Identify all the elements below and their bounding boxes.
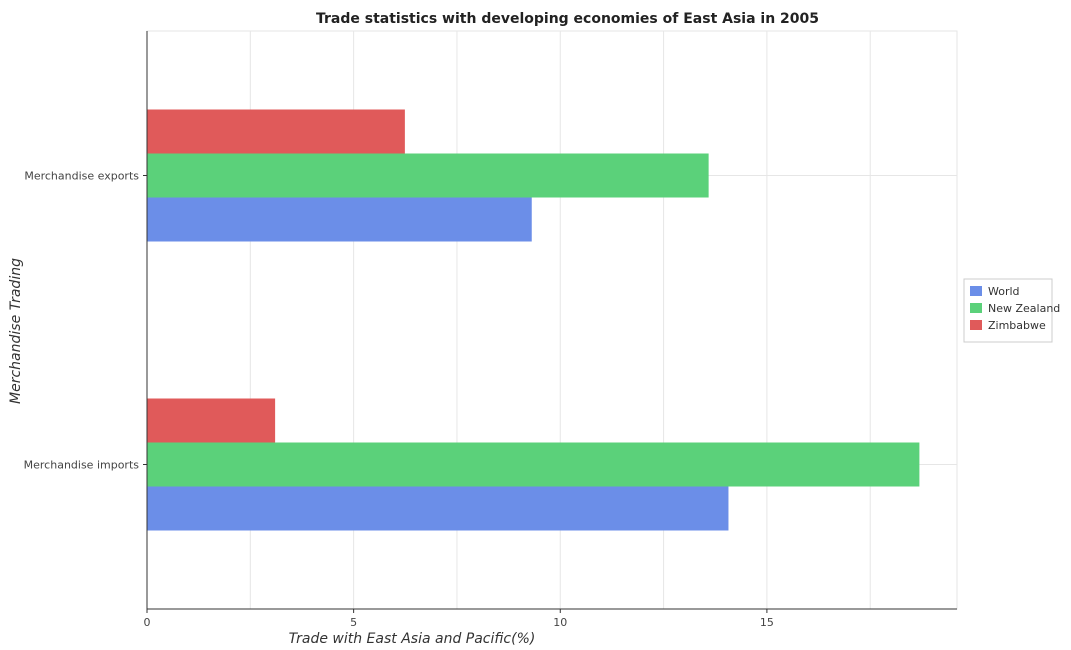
legend-swatch: [970, 303, 982, 313]
bar: [147, 197, 532, 242]
x-tick-label: 10: [553, 616, 567, 629]
bar: [147, 398, 276, 443]
bar: [147, 442, 920, 487]
axes: [146, 31, 957, 610]
legend-entry: New Zealand: [988, 302, 1060, 315]
legend-entry: World: [988, 285, 1020, 298]
legend-swatch: [970, 286, 982, 296]
chart-title: Trade statistics with developing economi…: [316, 11, 819, 27]
x-axis-label: Trade with East Asia and Pacific(%): [289, 631, 536, 647]
bars: [147, 109, 920, 531]
legend-entry: Zimbabwe: [988, 319, 1046, 332]
x-tick-label: 5: [350, 616, 357, 629]
y-tick-label: Merchandise imports: [24, 459, 140, 472]
bar: [147, 109, 405, 154]
bar: [147, 486, 729, 531]
x-tick-label: 15: [760, 616, 774, 629]
y-ticks: Merchandise exports Merchandise imports: [24, 170, 147, 472]
bar: [147, 153, 709, 198]
legend-swatch: [970, 320, 982, 330]
y-axis-label: Merchandise Trading: [8, 258, 24, 404]
legend: World New Zealand Zimbabwe: [963, 278, 1060, 343]
x-ticks: 0 5 10 15: [144, 609, 774, 629]
y-tick-label: Merchandise exports: [24, 170, 139, 183]
x-tick-label: 0: [144, 616, 151, 629]
